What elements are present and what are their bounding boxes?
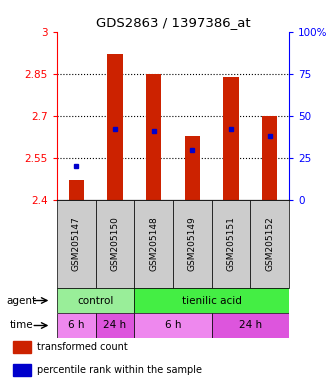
Text: 6 h: 6 h	[165, 321, 181, 331]
Bar	[262, 116, 277, 200]
Bar	[57, 288, 134, 313]
Text: GSM205148: GSM205148	[149, 217, 158, 271]
Bar	[57, 200, 96, 288]
Text: 24 h: 24 h	[103, 321, 126, 331]
Text: 24 h: 24 h	[239, 321, 262, 331]
Bar	[146, 74, 162, 200]
Text: GSM205150: GSM205150	[111, 217, 119, 271]
Text: tienilic acid: tienilic acid	[182, 296, 242, 306]
Text: GSM205152: GSM205152	[265, 217, 274, 271]
Text: agent: agent	[7, 296, 37, 306]
Bar	[69, 180, 84, 200]
Text: GSM205151: GSM205151	[226, 217, 235, 271]
Bar	[107, 55, 123, 200]
Text: GSM205147: GSM205147	[72, 217, 81, 271]
Bar	[185, 136, 200, 200]
Bar	[13, 341, 31, 353]
Bar	[212, 313, 289, 338]
Text: percentile rank within the sample: percentile rank within the sample	[37, 365, 202, 375]
Text: transformed count: transformed count	[37, 342, 128, 352]
Bar	[223, 77, 239, 200]
Bar	[96, 313, 134, 338]
Bar	[173, 200, 212, 288]
Text: control: control	[77, 296, 114, 306]
Bar	[57, 313, 96, 338]
Bar	[134, 313, 212, 338]
Title: GDS2863 / 1397386_at: GDS2863 / 1397386_at	[96, 17, 250, 30]
Bar	[134, 200, 173, 288]
Text: 6 h: 6 h	[68, 321, 85, 331]
Bar	[96, 200, 134, 288]
Text: GSM205149: GSM205149	[188, 217, 197, 271]
Bar	[212, 200, 250, 288]
Text: time: time	[10, 321, 33, 331]
Bar	[250, 200, 289, 288]
Bar	[134, 288, 289, 313]
Bar	[13, 364, 31, 376]
